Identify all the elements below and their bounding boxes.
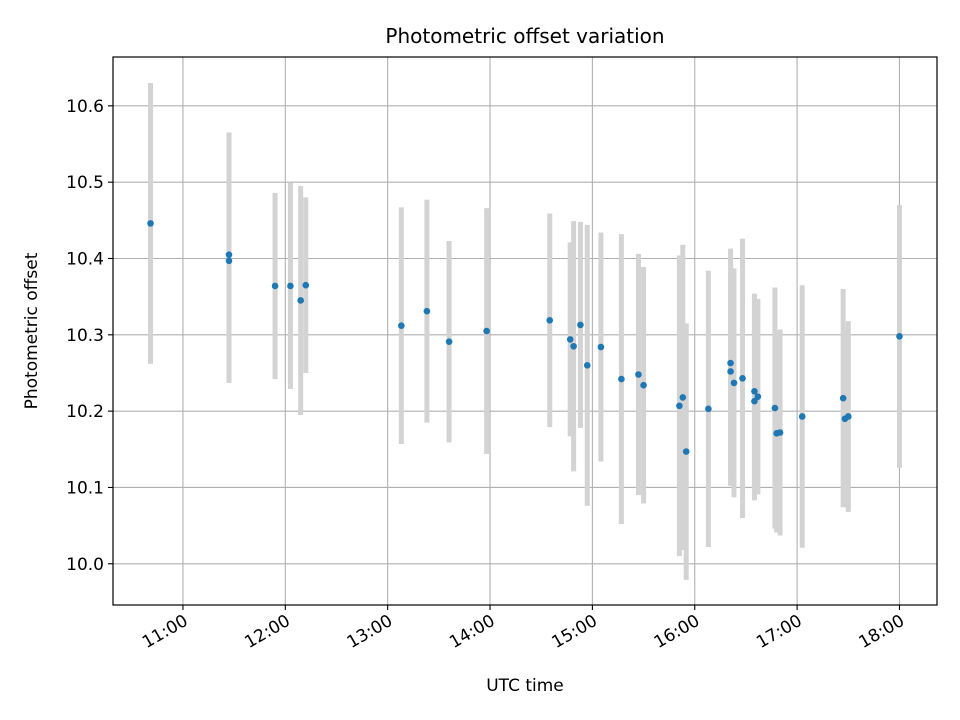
data-point [776,429,784,436]
data-point [618,375,625,383]
y-axis-ticks: 10.0 10.1 10.2 10.3 10.4 10.5 10.6 [66,97,113,575]
data-point [730,379,738,387]
data-point [147,220,154,227]
data-point [302,281,310,289]
x-axis-title: UTC time [486,676,564,696]
y-tick-label: 10.5 [66,173,104,193]
data-point [727,359,734,367]
data-point [739,375,746,382]
data-points [147,220,903,455]
y-tick-label: 10.4 [66,249,104,269]
data-point [297,297,304,304]
y-tick-label: 10.0 [66,555,104,575]
data-point [445,338,453,345]
data-point [640,381,647,389]
data-point [676,402,683,410]
y-tick-label: 10.1 [66,478,104,498]
data-point [754,393,762,400]
data-point [896,333,903,340]
data-point [398,322,405,329]
y-axis-title: Photometric offset [22,252,42,409]
data-point [570,342,577,350]
y-tick-label: 10.2 [66,402,104,422]
data-point [751,397,758,405]
data-point [839,394,847,402]
data-point [577,321,584,329]
data-point [271,282,279,290]
data-point [566,336,574,343]
y-tick-label: 10.3 [66,326,104,346]
data-point [682,448,690,455]
data-point [423,307,431,315]
data-point [727,368,734,375]
data-point [287,282,294,290]
data-point [583,362,591,369]
plot-frame [112,56,938,606]
data-point [597,343,605,351]
data-point [751,387,758,395]
data-point [705,405,712,413]
data-point [225,257,233,265]
grid [113,57,937,605]
chart-title: Photometric offset variation [385,24,664,48]
data-point [844,413,852,420]
data-point [225,251,233,258]
data-point [679,394,687,401]
data-point [771,404,779,412]
data-point [483,327,490,335]
data-point [635,371,642,378]
data-point [546,317,554,324]
y-tick-label: 10.6 [66,97,104,117]
data-point [798,413,806,420]
plot-area [113,57,937,605]
